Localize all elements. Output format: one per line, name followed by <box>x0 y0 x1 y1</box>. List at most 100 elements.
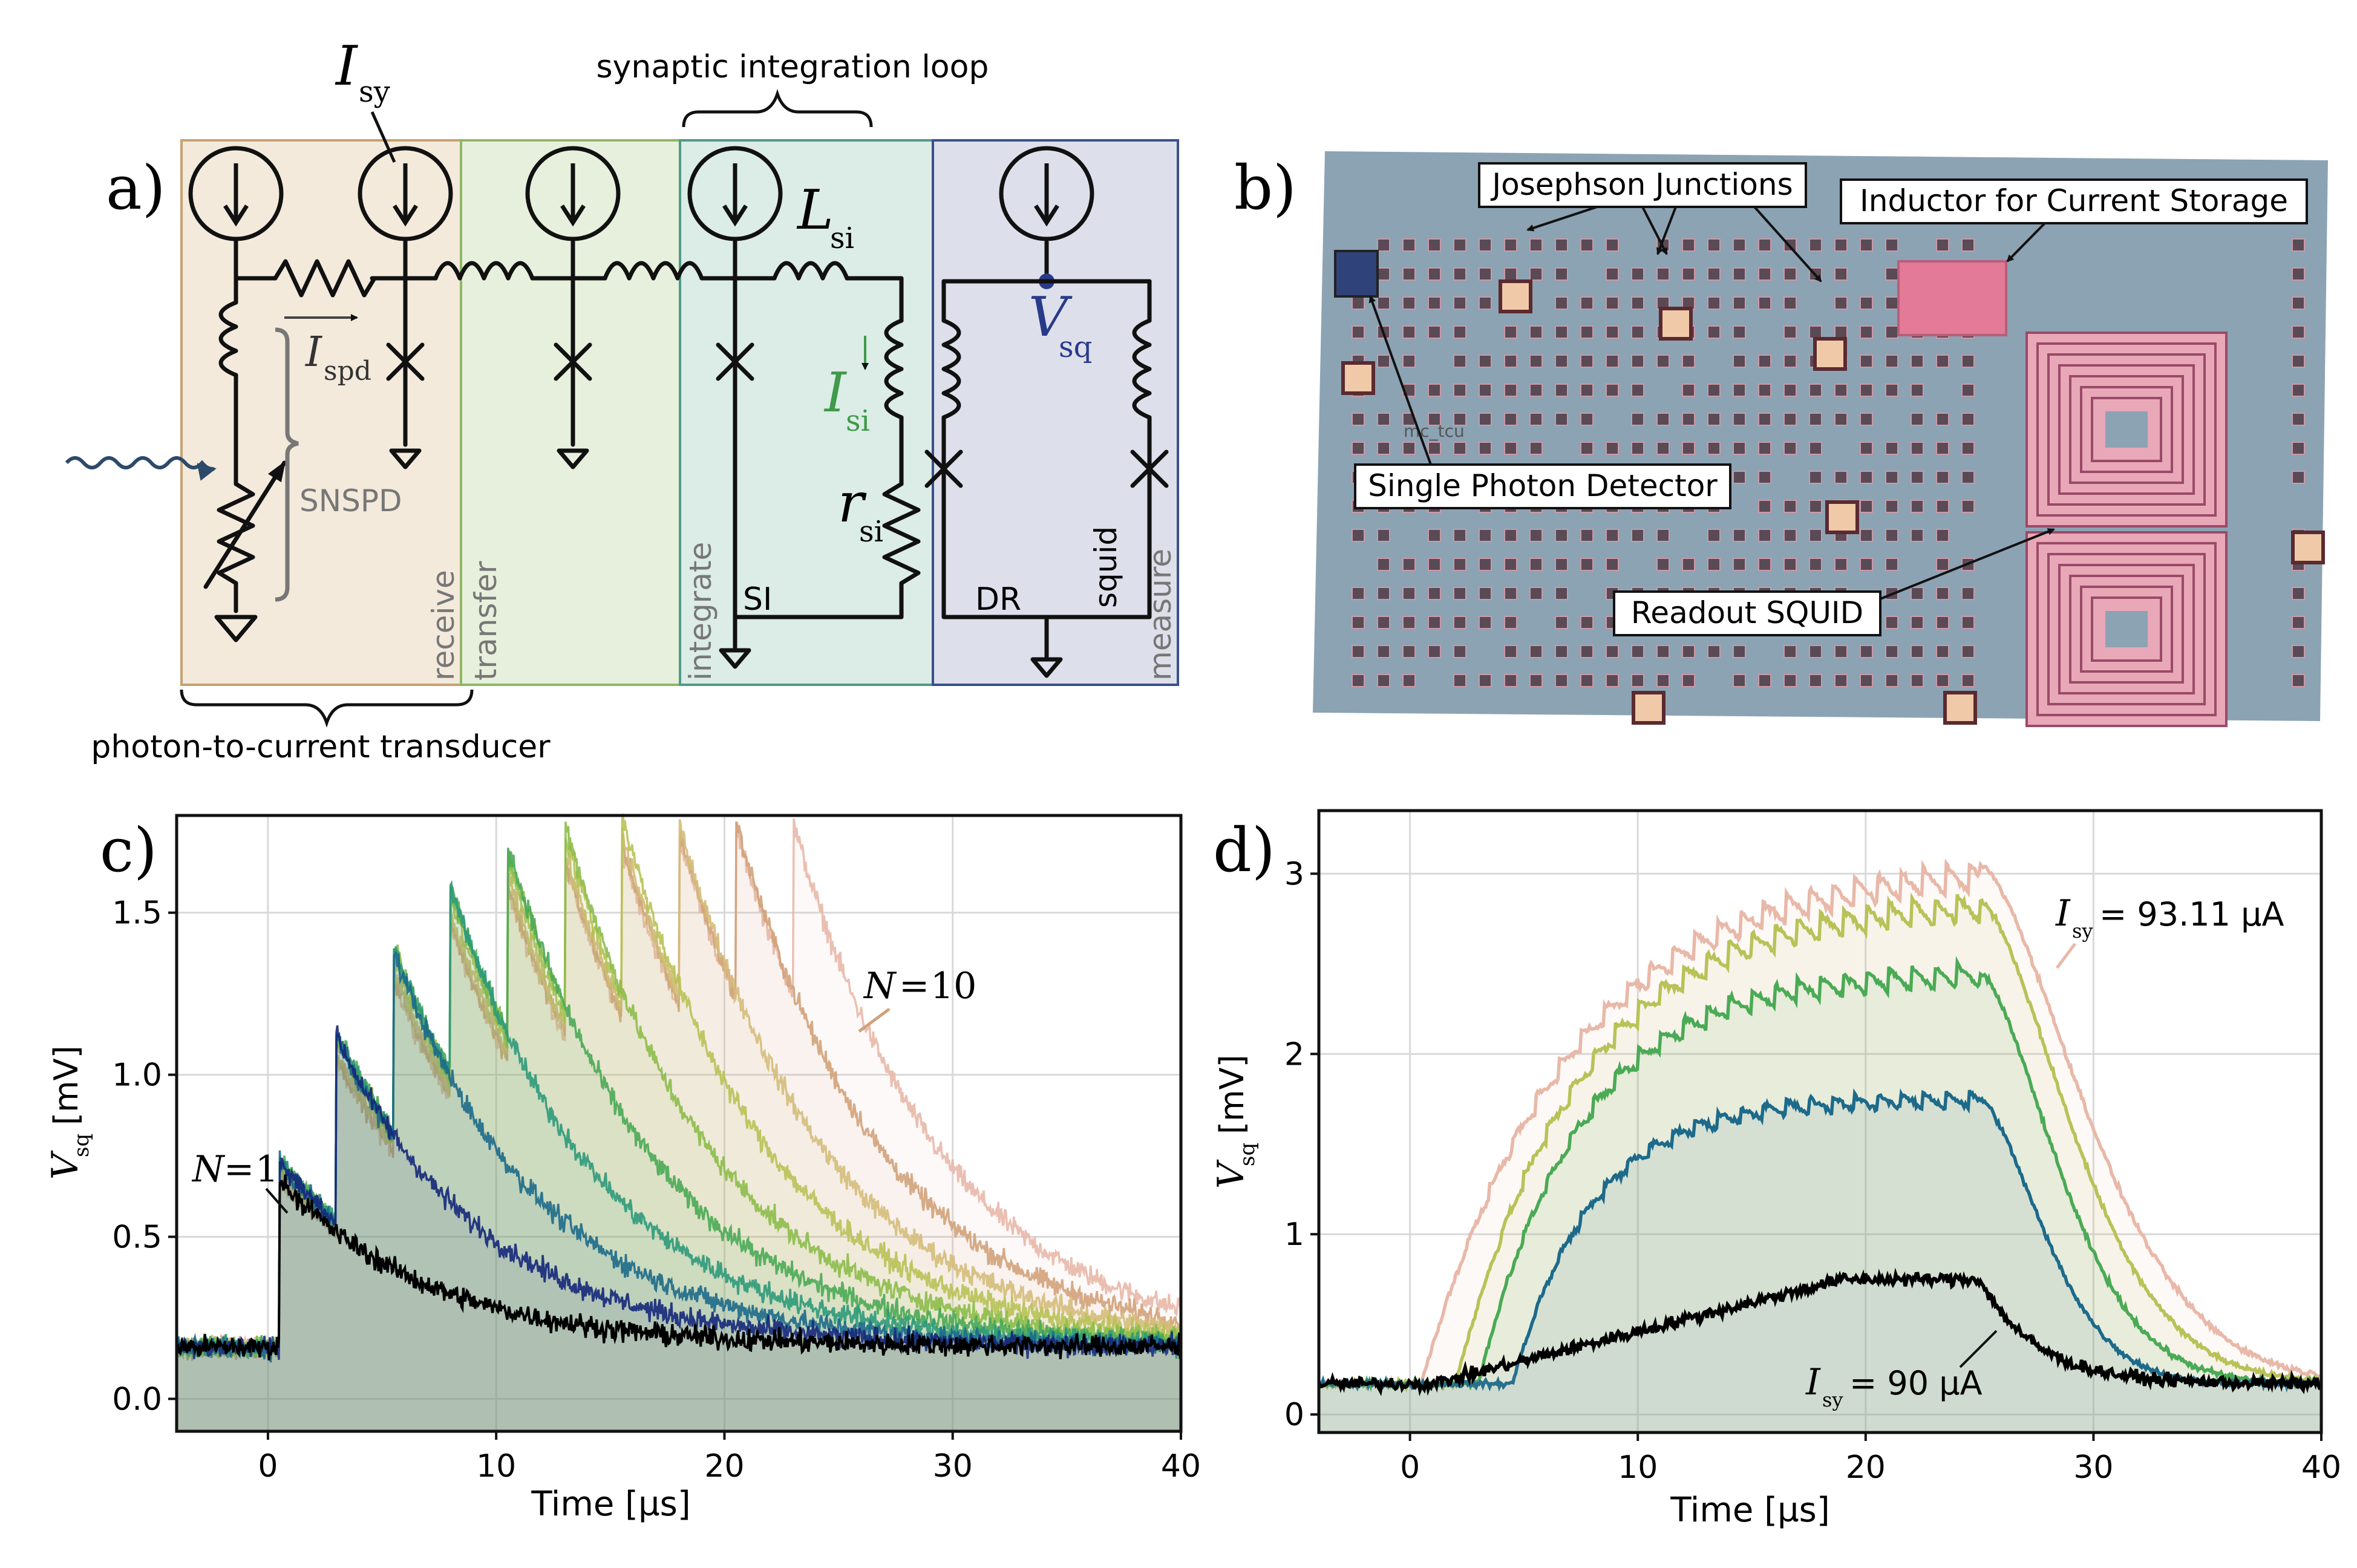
bottom-brace-label: photon-to-current transducer <box>91 729 551 765</box>
top-brace-label: synaptic integration loop <box>597 49 989 85</box>
bond-pad <box>1813 337 1847 371</box>
ground-snspd <box>214 615 258 642</box>
snspd-brace <box>275 327 299 602</box>
y-tick-label: 1.0 <box>112 1057 162 1094</box>
annotation-inductor: Inductor for Current Storage <box>1860 183 2288 218</box>
isi-sub: si <box>846 404 870 438</box>
panel-label-c: c) <box>100 815 157 886</box>
panel-label-b: b) <box>1234 152 1296 223</box>
x-tick-label: 40 <box>1161 1448 1201 1485</box>
squid-label: squid <box>1088 526 1123 608</box>
bond-pad <box>1943 691 1977 725</box>
josephson-junction-icon <box>554 342 592 381</box>
series-area <box>177 883 1181 1431</box>
chart-c-frame <box>175 814 1183 1433</box>
dr-label: DR <box>975 581 1021 618</box>
svg-text:V: V <box>1210 1159 1252 1189</box>
y-tick-label: 1.5 <box>112 895 162 932</box>
series-line-n8 <box>175 818 1182 1361</box>
y-tick-label: 1 <box>1284 1217 1304 1253</box>
region-label-integrate: integrate <box>683 542 718 681</box>
inductor-transfer-1 <box>433 261 535 281</box>
ground-transfer <box>557 448 589 469</box>
annotation-n10: N = 10 <box>858 965 976 1033</box>
series-area <box>1319 894 2321 1432</box>
region-transfer <box>460 139 681 686</box>
micrograph-panel: b) mc_tcu Josephson Junctions Inductor f… <box>1234 151 2328 727</box>
isi-label: I <box>823 361 847 425</box>
series-line-n1 <box>175 1174 1182 1361</box>
vsq-sub: sq <box>1059 330 1092 364</box>
photon-icon <box>65 456 217 481</box>
annotation-isy-low: I sy = 90 µA <box>1805 1330 1998 1411</box>
storage-inductor <box>1897 260 2007 336</box>
rsi-label: r <box>838 471 867 535</box>
x-tick-label: 30 <box>2073 1449 2113 1486</box>
inductor-lsi <box>772 261 849 281</box>
bond-pad <box>1341 361 1375 395</box>
inductor-transfer-2 <box>603 261 704 281</box>
annotation-detector: Single Photon Detector <box>1368 468 1718 503</box>
vsq-label: V <box>1028 286 1073 349</box>
chart-c-xlabel: Time [µs] <box>531 1485 690 1524</box>
annotation-n1: N = 1 <box>191 1148 289 1214</box>
series-line-n9 <box>175 821 1182 1361</box>
x-tick-label: 30 <box>933 1448 973 1485</box>
rsi-sub: si <box>859 515 883 549</box>
y-tick-label: 3 <box>1284 856 1304 892</box>
region-label-transfer: transfer <box>468 561 503 681</box>
panel-label-d: d) <box>1213 815 1275 886</box>
isy-sub: sy <box>359 75 390 109</box>
series-area <box>177 814 1181 1431</box>
ispd-sub: spd <box>324 356 371 387</box>
y-tick-label: 2 <box>1284 1036 1304 1073</box>
x-tick-label: 0 <box>1400 1449 1420 1486</box>
bond-pad <box>1825 500 1859 534</box>
si-label: SI <box>743 581 772 618</box>
inductor-snspd <box>218 300 238 377</box>
svg-text:sq: sq <box>1235 1143 1260 1166</box>
bond-pad <box>1632 691 1666 725</box>
ispd-label: I <box>304 328 322 376</box>
svg-text:N: N <box>863 965 897 1007</box>
series-line-2 <box>1317 956 2323 1393</box>
resistor-snspd <box>217 482 255 586</box>
series-area <box>177 1025 1181 1431</box>
snspd-label: SNSPD <box>299 483 402 518</box>
annotation-squid: Readout SQUID <box>1631 595 1863 630</box>
series-area <box>1319 1273 2321 1432</box>
svg-text:I: I <box>2055 892 2071 935</box>
bond-pad <box>1499 279 1532 313</box>
series-line-3 <box>1318 892 2323 1393</box>
svg-text:=: = <box>899 965 929 1007</box>
svg-text:sy: sy <box>2072 920 2093 942</box>
svg-text:=: = <box>224 1148 254 1191</box>
bond-pad <box>1659 307 1693 341</box>
isy-label: I <box>335 34 358 98</box>
svg-text:10: 10 <box>930 965 976 1007</box>
svg-text:V: V <box>44 1150 87 1180</box>
current-source-icon <box>999 146 1094 241</box>
x-tick-label: 0 <box>258 1448 278 1485</box>
svg-text:sy: sy <box>1822 1388 1843 1411</box>
svg-text:[mV]: [mV] <box>1213 1054 1251 1134</box>
chart-c-ylabel: V sq [mV] <box>44 1045 94 1180</box>
x-tick-label: 20 <box>1846 1449 1886 1486</box>
chart-d: d) 0 10 20 30 40 0 1 2 3 Time [µs] V sq [mV] I s… <box>1210 809 2341 1530</box>
series-area <box>177 1174 1181 1431</box>
chart-d-ylabel: V sq [mV] <box>1210 1054 1260 1189</box>
bond-pad <box>2291 531 2325 564</box>
series-line-1 <box>1317 1088 2323 1393</box>
series-line-4 <box>1317 858 2322 1392</box>
chip-text: mc_tcu <box>1404 421 1465 441</box>
chart-c: c) 0 10 20 30 40 0.0 0.5 1.0 1.5 Time [µs] V sq … <box>44 813 1201 1524</box>
series-area <box>1319 1090 2321 1432</box>
x-tick-label: 10 <box>1618 1449 1658 1486</box>
annotation-josephson: Josephson Junctions <box>1490 167 1793 202</box>
ground-receive <box>389 448 422 469</box>
y-tick-label: 0.5 <box>112 1220 162 1256</box>
bottom-brace <box>180 689 474 728</box>
chart-d-xlabel: Time [µs] <box>1670 1491 1829 1530</box>
svg-text:I: I <box>1805 1361 1821 1403</box>
